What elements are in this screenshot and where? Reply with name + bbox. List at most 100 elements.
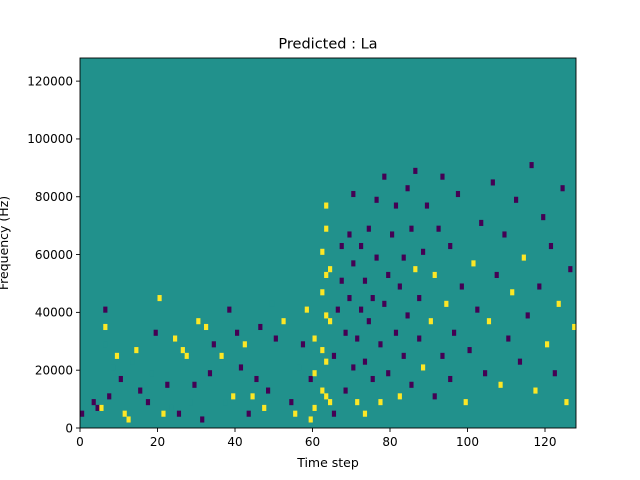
heatmap-cell	[510, 289, 515, 296]
heatmap-cell	[378, 341, 383, 348]
heatmap-cell	[176, 410, 182, 417]
heatmap-cell	[324, 393, 329, 400]
heatmap-cell	[312, 335, 317, 342]
heatmap-cell	[312, 370, 317, 377]
heatmap-cell	[153, 329, 158, 336]
heatmap-cell	[207, 370, 213, 377]
heatmap-cell	[180, 347, 185, 354]
heatmap-cell	[149, 370, 154, 377]
y-tick-label: 60000	[35, 248, 73, 262]
heatmap-cell	[103, 341, 108, 348]
x-tick-label: 80	[382, 435, 397, 449]
heatmap-cell	[355, 399, 360, 406]
heatmap-cell	[320, 347, 325, 354]
heatmap-cell	[537, 283, 542, 290]
heatmap-cell	[173, 335, 178, 342]
heatmap-cell	[80, 410, 85, 417]
heatmap-cell	[328, 318, 333, 325]
x-tick-label: 100	[456, 435, 479, 449]
heatmap-cell	[405, 185, 410, 192]
heatmap-cell	[145, 399, 151, 406]
heatmap-cell	[289, 399, 294, 406]
heatmap-cell	[118, 375, 123, 383]
heatmap-cell	[386, 271, 391, 278]
heatmap-cell	[498, 381, 503, 388]
heatmap-cell	[417, 295, 422, 302]
heatmap-cell	[103, 306, 108, 313]
heatmap-cell	[343, 387, 348, 394]
x-tick-label: 40	[227, 435, 242, 449]
heatmap-cell	[548, 243, 554, 250]
heatmap-cell	[471, 260, 476, 267]
heatmap-cell	[250, 393, 255, 400]
heatmap-cell	[196, 318, 201, 325]
heatmap-cell	[328, 266, 333, 273]
heatmap-cell	[324, 271, 329, 278]
heatmap-cell	[328, 399, 333, 406]
heatmap-cell	[91, 399, 96, 406]
heatmap-cell	[266, 387, 271, 394]
heatmap-cell	[308, 375, 313, 383]
heatmap-cell	[444, 300, 449, 307]
heatmap-cell	[362, 410, 368, 417]
heatmap-cell	[382, 300, 387, 307]
heatmap-cell	[204, 323, 209, 331]
heatmap-cell	[359, 243, 364, 250]
heatmap-cell	[424, 202, 430, 209]
heatmap-cell	[432, 271, 437, 278]
heatmap-cell	[351, 364, 356, 371]
x-tick-label: 60	[305, 435, 320, 449]
heatmap-cell	[413, 167, 418, 174]
heatmap-cell	[157, 295, 162, 302]
heatmap-cell	[320, 387, 325, 394]
heatmap-cell	[246, 410, 251, 417]
heatmap-cell	[99, 404, 104, 411]
heatmap-cell	[552, 370, 557, 377]
heatmap-cell	[436, 225, 441, 232]
heatmap-cell	[331, 352, 337, 359]
heatmap-cell	[490, 179, 495, 186]
heatmap-cell	[297, 364, 302, 371]
heatmap-cell	[130, 358, 135, 365]
heatmap-cell	[448, 243, 453, 250]
heatmap-cell	[300, 341, 306, 348]
heatmap-cell	[273, 335, 278, 342]
heatmap-cell	[238, 364, 244, 371]
plot-background	[80, 58, 576, 428]
heatmap-cell	[560, 185, 565, 192]
x-tick-label: 120	[534, 435, 557, 449]
heatmap-cell	[452, 329, 457, 336]
heatmap-cell	[126, 416, 131, 423]
heatmap-cell	[494, 271, 499, 278]
heatmap-cell	[506, 335, 511, 342]
heatmap-cell	[409, 381, 414, 388]
heatmap-cell	[347, 231, 352, 238]
heatmap-cell	[324, 202, 329, 209]
heatmap-cell	[572, 323, 577, 331]
heatmap-cell	[568, 266, 573, 273]
heatmap-cell	[351, 260, 356, 267]
x-axis-label: Time step	[296, 455, 359, 470]
heatmap-cell	[374, 254, 379, 261]
x-axis-ticks: 0 20 40 60 80 100 120	[76, 428, 556, 449]
heatmap-cell	[374, 196, 379, 203]
heatmap-cell	[231, 393, 236, 400]
heatmap-cell	[188, 399, 193, 406]
heatmap-cell	[475, 306, 480, 313]
heatmap-cell	[111, 364, 116, 371]
y-tick-label: 120000	[27, 74, 73, 88]
x-tick-label: 0	[76, 435, 84, 449]
plot-frame	[79, 57, 577, 429]
chart-title: Predicted : La	[278, 37, 377, 53]
heatmap-cell	[517, 358, 523, 365]
heatmap-cell	[362, 358, 368, 365]
y-tick-label: 80000	[35, 190, 73, 204]
heatmap-cell	[397, 283, 402, 290]
heatmap-cell	[320, 248, 325, 255]
heatmap-cell	[223, 399, 228, 406]
heatmap-cell	[324, 225, 329, 232]
heatmap-cell	[393, 202, 399, 209]
heatmap-cell	[347, 295, 352, 302]
heatmap-cell	[293, 410, 298, 417]
